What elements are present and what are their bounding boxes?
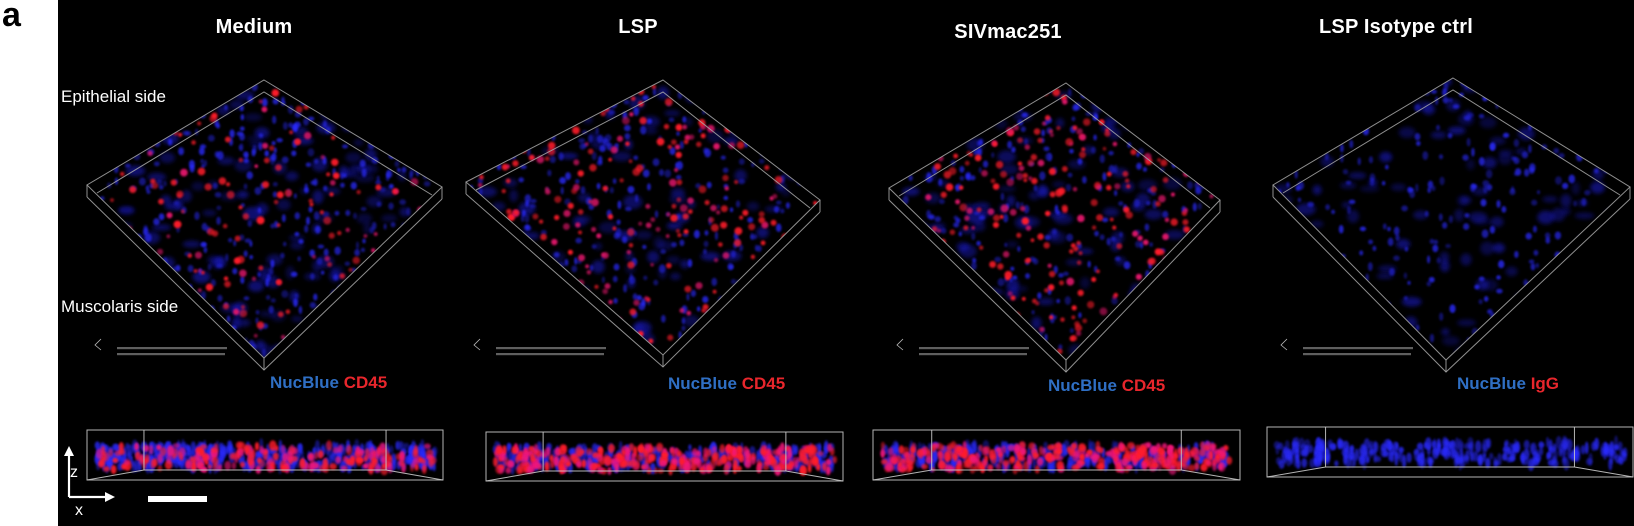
axis-label-x: x: [75, 502, 83, 519]
legend-medium: NucBlue CD45: [270, 373, 387, 393]
axis-arrows: [64, 446, 115, 502]
side-view-4: [1266, 426, 1634, 478]
side-view-2: [485, 431, 844, 482]
epithelial-side-label: Epithelial side: [61, 87, 166, 106]
volume-render-4: [1272, 77, 1631, 373]
volume-render-2: [465, 79, 821, 368]
legend-nucblue: NucBlue: [270, 373, 339, 392]
side-view-1: [86, 429, 444, 481]
legend-lsp-isotype: NucBlue IgG: [1457, 374, 1559, 394]
legend-igg: IgG: [1530, 374, 1560, 393]
column-title-lsp-isotype: LSP Isotype ctrl: [1319, 16, 1473, 38]
column-title-sivmac251: SIVmac251: [954, 21, 1062, 43]
legend-nucblue: NucBlue: [1048, 376, 1117, 395]
legend-cd45: CD45: [343, 373, 388, 392]
z-arrow-icon: [64, 446, 74, 456]
column-title-medium: Medium: [215, 16, 293, 38]
side-view-3: [872, 429, 1241, 481]
legend-nucblue: NucBlue: [668, 374, 737, 393]
legend-cd45: CD45: [741, 374, 786, 393]
panel-letter: a: [2, 0, 21, 34]
column-title-lsp: LSP: [618, 16, 658, 38]
microscopy-figure: Medium LSP SIVmac251 LSP Isotype ctrl Ep…: [58, 0, 1634, 526]
legend-cd45: CD45: [1121, 376, 1166, 395]
axis-label-z: z: [70, 464, 78, 481]
scale-bar: [148, 496, 207, 502]
legend-sivmac251: NucBlue CD45: [1048, 376, 1165, 396]
volume-renderings: [64, 77, 1634, 502]
legend-lsp: NucBlue CD45: [668, 374, 785, 394]
x-arrow-icon: [105, 492, 115, 502]
volume-render-1: [86, 79, 443, 371]
muscolaris-side-label: Muscolaris side: [61, 297, 179, 316]
volume-render-3: [888, 82, 1221, 373]
legend-nucblue: NucBlue: [1457, 374, 1526, 393]
